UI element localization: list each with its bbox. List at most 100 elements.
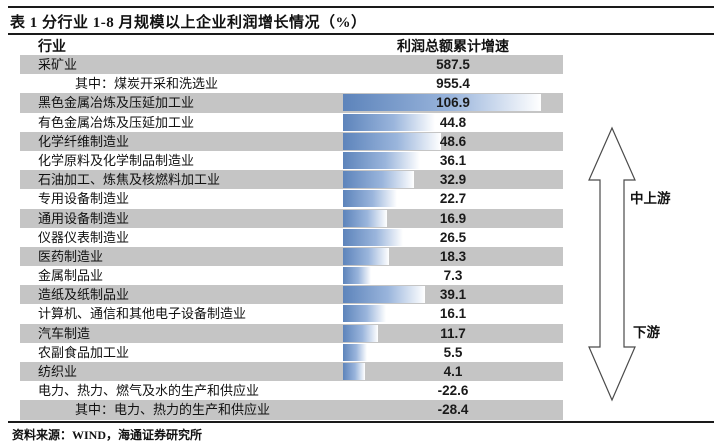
value-text: 39.1 [439,287,467,303]
data-bar [343,267,371,285]
industry-label: 仪器仪表制造业 [38,229,130,245]
value-cell: 44.8 [343,113,563,132]
value-cell: 48.6 [343,132,563,151]
industry-label: 化学纤维制造业 [38,133,130,149]
value-cell: 7.3 [343,266,563,285]
industry-label: 石油加工、炼焦及核燃料加工业 [38,172,221,188]
value-cell: 39.1 [343,285,563,304]
data-bar [343,343,368,361]
industry-label: 汽车制造 [38,325,91,341]
industry-label: 专用设备制造业 [38,191,130,207]
data-bar [343,171,415,189]
table-row: 汽车制造 11.7 [20,323,563,343]
industry-label: 通用设备制造业 [38,210,130,226]
industry-label: 其中：电力、热力的生产和供应业 [75,402,271,418]
column-header-industry: 行业 [38,40,66,55]
table-row: 纺织业 4.1 [20,362,563,382]
data-bar [343,190,397,208]
value-text: 16.1 [439,306,467,322]
value-text: 32.9 [439,172,467,188]
table-row: 医药制造业 18.3 [20,246,563,267]
value-cell: 5.5 [343,343,563,362]
industry-label: 采矿业 [38,57,78,72]
value-text: 7.3 [443,268,463,284]
value-cell: 4.1 [343,362,563,381]
table-row: 金属制品业 7.3 [20,266,563,285]
table-row: 有色金属冶炼及压延加工业 44.8 [20,113,563,132]
table-row: 化学纤维制造业 48.6 [20,131,563,151]
value-text: 5.5 [443,344,463,360]
table-row: 石油加工、炼焦及核燃料加工业 32.9 [20,170,563,190]
data-bar [343,132,442,150]
value-text: 18.3 [439,248,467,264]
value-text: 106.9 [436,95,470,111]
data-bar [343,94,541,112]
data-bar [343,286,425,304]
value-text: 36.1 [439,152,467,168]
value-text: 22.7 [439,191,467,207]
downstream-label: 下游 [633,325,660,340]
table-row: 农副食品加工业 5.5 [20,343,563,362]
bottom-rule [8,421,714,423]
upstream-label: 中上游 [630,191,671,206]
value-cell: -28.4 [343,400,563,419]
table-row: 造纸及纸制品业 39.1 [20,285,563,305]
table-row: 计算机、通信和其他电子设备制造业 16.1 [20,304,563,323]
industry-label: 金属制品业 [38,268,104,284]
value-text: 44.8 [439,114,467,130]
value-cell: -22.6 [343,381,563,400]
value-cell: 22.7 [343,189,563,208]
data-bar [343,324,378,342]
value-cell: 32.9 [343,170,563,189]
table-row: 其中：电力、热力的生产和供应业 -28.4 [20,400,563,420]
data-bar [343,305,386,323]
value-cell: 11.7 [343,324,563,343]
table-body: 采矿业 587.5 其中：煤炭开采和洗选业 955.4 黑色金属冶炼及压延加工业… [20,55,563,420]
value-cell: 18.3 [343,247,563,266]
table-row: 通用设备制造业 16.9 [20,208,563,228]
table-row: 化学原料及化学制品制造业 36.1 [20,151,563,170]
value-text: 4.1 [443,364,463,379]
table-row: 电力、热力、燃气及水的生产和供应业 -22.6 [20,381,563,400]
table-row: 采矿业 587.5 [20,55,563,75]
industry-label: 化学原料及化学制品制造业 [38,152,195,168]
source-note: 资料来源：WIND，海通证券研究所 [12,428,203,442]
industry-label: 电力、热力、燃气及水的生产和供应业 [38,383,260,399]
table-title: 表 1 分行业 1-8 月规模以上企业利润增长情况（%） [10,15,367,31]
value-cell: 16.9 [343,209,563,228]
value-cell: 106.9 [343,93,563,112]
data-bar [343,247,390,265]
value-text: 16.9 [439,210,467,226]
value-cell: 955.4 [343,74,563,93]
table-row: 仪器仪表制造业 26.5 [20,228,563,247]
value-text: 587.5 [436,57,470,72]
industry-label: 计算机、通信和其他电子设备制造业 [38,306,247,322]
industry-label: 其中：煤炭开采和洗选业 [75,76,219,92]
value-cell: 16.1 [343,304,563,323]
value-text: -28.4 [437,402,469,418]
table-row: 其中：煤炭开采和洗选业 955.4 [20,74,563,93]
data-bar [343,209,387,227]
table-header-row: 行业 利润总额累计增速 [20,36,563,55]
value-cell: 26.5 [343,228,563,247]
value-text: 955.4 [436,76,470,92]
value-cell: 587.5 [343,55,563,74]
upstream-downstream-arrow [588,126,636,402]
data-bar [343,363,365,380]
value-cell: 36.1 [343,151,563,170]
column-header-profit-growth: 利润总额累计增速 [397,40,509,55]
industry-label: 纺织业 [38,364,78,379]
value-text: 48.6 [439,133,467,149]
industry-label: 有色金属冶炼及压延加工业 [38,114,195,130]
value-text: 11.7 [440,325,466,341]
data-bar [343,113,435,131]
data-bar [343,151,420,169]
double-headed-arrow-icon [588,126,636,402]
top-rule [8,6,714,8]
industry-label: 农副食品加工业 [38,344,130,360]
industry-label: 造纸及纸制品业 [38,287,130,303]
title-divider-rule [8,33,714,35]
industry-label: 医药制造业 [38,248,104,264]
value-text: -22.6 [437,383,469,399]
